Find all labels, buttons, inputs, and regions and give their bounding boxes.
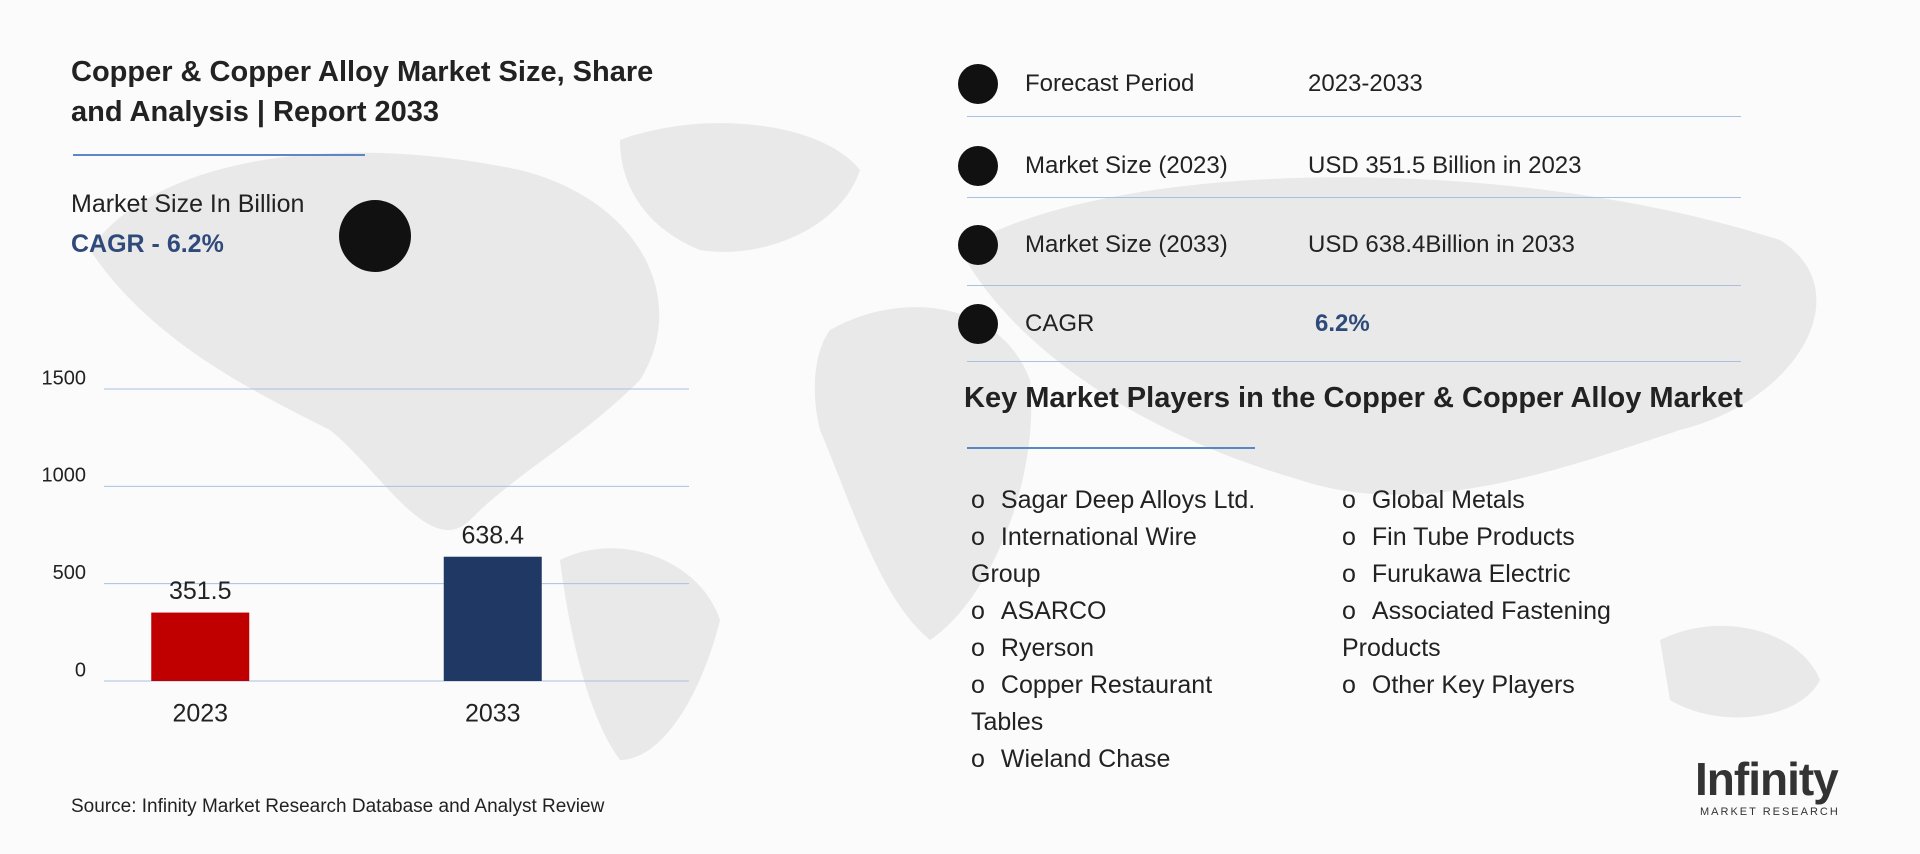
row-label: Forecast Period xyxy=(1025,70,1195,97)
value-label: 638.4 xyxy=(461,521,524,549)
row-label: CAGR xyxy=(1025,310,1095,337)
player: Associated Fastening Products xyxy=(1342,593,1642,667)
row-label: Market Size (2023) xyxy=(1025,152,1228,179)
row-divider xyxy=(967,116,1741,117)
player: Furukawa Electric xyxy=(1342,556,1642,593)
row-value: USD 351.5 Billion in 2023 xyxy=(1308,152,1582,179)
row-value: 2023-2033 xyxy=(1308,70,1423,97)
y-tick-label: 500 xyxy=(53,562,86,584)
players-underline xyxy=(967,447,1255,449)
y-tick-label: 1500 xyxy=(42,367,87,389)
player: ASARCO xyxy=(971,593,1271,630)
logo-name: Infinity xyxy=(1695,753,1839,805)
cagr-label: CAGR - 6.2% xyxy=(71,230,224,258)
chart-icon xyxy=(339,200,411,272)
players-title: Key Market Players in the Copper & Coppe… xyxy=(964,382,1743,414)
x-tick-label: 2033 xyxy=(465,700,521,728)
value-label: 351.5 xyxy=(169,577,232,605)
y-tick-label: 1000 xyxy=(42,465,87,487)
row-divider xyxy=(967,285,1741,286)
row-divider xyxy=(967,361,1741,362)
player: Global Metals xyxy=(1342,482,1642,519)
players-column: Sagar Deep Alloys Ltd.International Wire… xyxy=(971,482,1271,778)
bar xyxy=(151,612,250,681)
source: Source: Infinity Market Research Databas… xyxy=(71,796,605,817)
title: Copper & Copper Alloy Market Size, Share… xyxy=(71,52,653,132)
title-underline xyxy=(73,154,365,156)
bar xyxy=(443,556,542,681)
player: Copper Restaurant Tables xyxy=(971,667,1271,741)
unit-label: Market Size In Billion xyxy=(71,190,305,218)
title-line: and Analysis | Report 2033 xyxy=(71,96,440,128)
x-tick-label: 2023 xyxy=(172,700,228,728)
player: Other Key Players xyxy=(1342,667,1642,704)
player: Wieland Chase xyxy=(971,741,1271,778)
player: International Wire Group xyxy=(971,519,1271,593)
row-icon xyxy=(958,146,998,186)
row-label: Market Size (2033) xyxy=(1025,231,1228,258)
player: Fin Tube Products xyxy=(1342,519,1642,556)
title-line: Copper & Copper Alloy Market Size, Share xyxy=(71,56,654,88)
row-icon xyxy=(958,304,998,344)
row-value: USD 638.4Billion in 2033 xyxy=(1308,231,1575,258)
row-value: 6.2% xyxy=(1315,310,1370,337)
y-tick-label: 0 xyxy=(75,659,86,681)
row-divider xyxy=(967,197,1741,198)
logo-tagline: MARKET RESEARCH xyxy=(1700,806,1840,818)
player: Ryerson xyxy=(971,630,1271,667)
players-column: Global MetalsFin Tube ProductsFurukawa E… xyxy=(1342,482,1642,704)
row-icon xyxy=(958,225,998,265)
row-icon xyxy=(958,64,998,104)
player: Sagar Deep Alloys Ltd. xyxy=(971,482,1271,519)
